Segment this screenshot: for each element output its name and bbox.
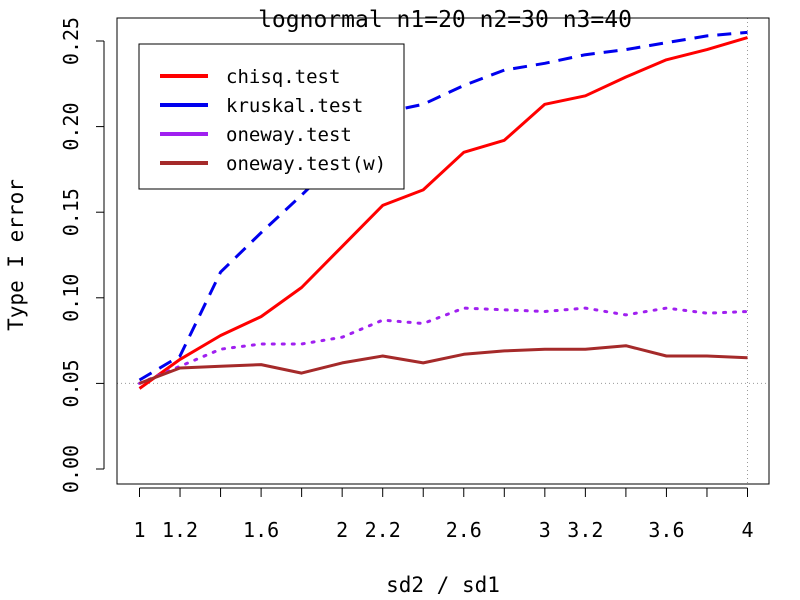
- y-tick-label: 0.10: [59, 274, 83, 322]
- y-tick-label: 0.05: [59, 359, 83, 407]
- x-tick-label: 3.6: [648, 518, 684, 542]
- series-line-3: [138, 344, 748, 385]
- legend-label-1: kruskal.test: [226, 95, 363, 117]
- reference-lines: [117, 18, 769, 484]
- legend-label-3: oneway.test(w): [226, 153, 386, 175]
- plot-frame: [116, 17, 770, 485]
- y-axis: 0.00 0.05 0.10 0.15 0.20 0.25: [59, 17, 105, 493]
- x-tick-label: 3.2: [567, 518, 603, 542]
- x-axis-label: sd2 / sd1: [386, 573, 500, 597]
- x-tick-label: 2.6: [446, 518, 482, 542]
- x-axis: 1 1.2 1.6 2 2.2 2.6 3 3.2 3.6 4: [133, 487, 754, 542]
- x-tick-label: 2: [336, 518, 348, 542]
- series-line-2: [138, 306, 749, 385]
- y-tick-label: 0.25: [59, 17, 83, 65]
- x-tick-label: 1.6: [243, 518, 279, 542]
- series-line-1: [138, 30, 748, 382]
- x-tick-label: 2.2: [365, 518, 401, 542]
- series-layer: [138, 30, 749, 390]
- y-axis-label: Type I error: [4, 179, 28, 331]
- chart-title: lognormal n1=20 n2=30 n3=40: [258, 7, 632, 33]
- legend-label-0: chisq.test: [226, 66, 340, 88]
- legend-label-2: oneway.test: [226, 124, 352, 146]
- y-tick-label: 0.15: [59, 188, 83, 236]
- y-tick-label: 0.00: [59, 445, 83, 493]
- legend: chisq.test kruskal.test oneway.test oneway.…: [138, 43, 405, 190]
- x-tick-label: 4: [741, 518, 753, 542]
- x-tick-label: 1: [133, 518, 145, 542]
- x-tick-label: 3: [539, 518, 551, 542]
- x-tick-label: 1.2: [162, 518, 198, 542]
- series-line-0: [138, 36, 748, 390]
- y-tick-label: 0.20: [59, 103, 83, 151]
